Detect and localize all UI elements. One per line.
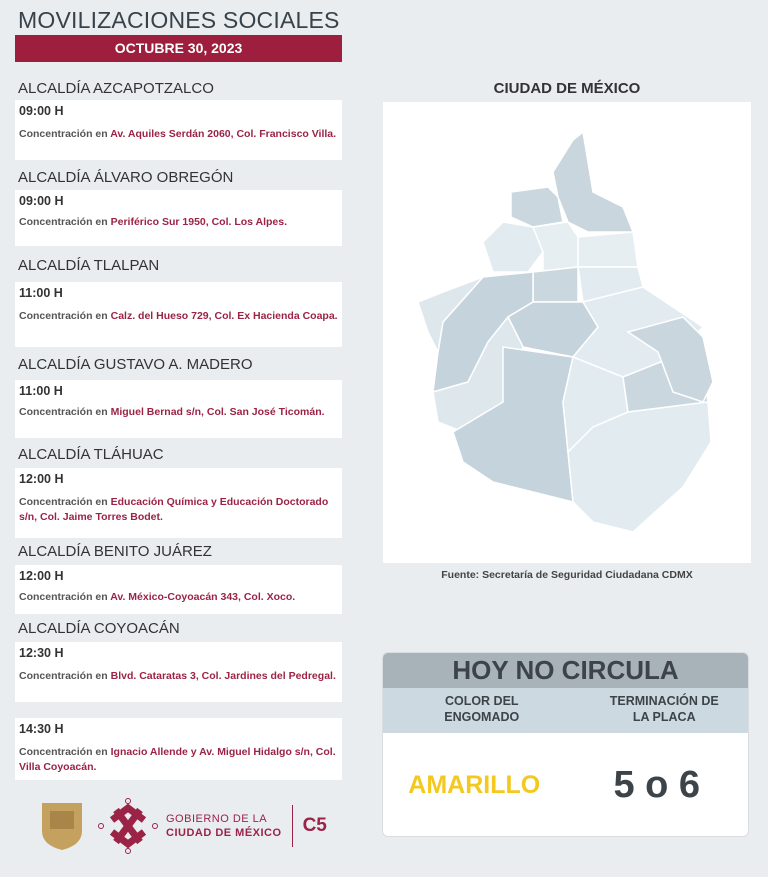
hnc-col-color: COLOR DEL ENGOMADO xyxy=(444,694,520,724)
event-time: 12:00 H xyxy=(19,472,64,486)
event-card: 14:30 H Concentración en Ignacio Allende… xyxy=(15,718,342,780)
event-description: Concentración en Calz. del Hueso 729, Co… xyxy=(19,309,338,324)
event-time: 12:00 H xyxy=(19,569,64,583)
hoy-no-circula-panel: HOY NO CIRCULA COLOR DEL ENGOMADO TERMIN… xyxy=(382,652,749,837)
event-time: 11:00 H xyxy=(19,384,63,398)
page-title: MOVILIZACIONES SOCIALES xyxy=(18,7,340,33)
map-region-ocaa xyxy=(626,316,714,403)
alcaldia-heading: ALCALDÍA TLÁHUAC xyxy=(18,446,164,463)
event-time: 09:00 H xyxy=(19,104,64,118)
event-time: 12:30 H xyxy=(19,646,64,660)
event-description: Concentración en Av. Aquiles Serdán 2060… xyxy=(19,127,338,142)
event-type: Concentración en xyxy=(19,670,108,682)
map-region-bj xyxy=(532,266,579,303)
event-card: 11:00 H Concentración en Calz. del Hueso… xyxy=(15,282,342,347)
alcaldia-heading: ALCALDÍA COYOACÁN xyxy=(18,620,180,637)
alcaldia-heading: ALCALDÍA TLALPAN xyxy=(18,257,160,274)
alcaldia-heading: ALCALDÍA ÁLVARO OBREGÓN xyxy=(18,169,234,186)
alcaldia-heading: ALCALDÍA GUSTAVO A. MADERO xyxy=(18,356,253,373)
hnc-plate-value: 5 o 6 xyxy=(613,763,701,806)
event-card: 12:30 H Concentración en Blvd. Cataratas… xyxy=(15,642,342,702)
event-type: Concentración en xyxy=(19,746,108,758)
event-type: Concentración en xyxy=(19,406,108,418)
event-address: Miguel Bernad s/n, Col. San José Ticomán… xyxy=(110,406,325,418)
map-region-cuajimalpa xyxy=(417,276,484,355)
gobierno-logo-icon xyxy=(98,798,158,854)
gov-line2: CIUDAD DE MÉXICO xyxy=(166,827,282,839)
map-region-milpa-alta xyxy=(567,401,712,533)
event-time: 09:00 H xyxy=(19,194,64,208)
alcaldia-heading: ALCALDÍA AZCAPOTZALCO xyxy=(18,80,214,97)
event-time: 14:30 H xyxy=(19,722,64,736)
footer-logos: GOBIERNO DE LA CIUDAD DE MÉXICO C5 xyxy=(40,798,327,854)
event-address: Periférico Sur 1950, Col. Los Alpes. xyxy=(110,216,288,228)
cdmx-map xyxy=(383,102,751,563)
event-type: Concentración en xyxy=(19,310,108,322)
event-type: Concentración en xyxy=(19,128,108,140)
event-type: Concentración en xyxy=(19,496,108,508)
map-title: CIUDAD DE MÉXICO xyxy=(493,80,641,97)
event-card: 12:00 H Concentración en Av. México-Coyo… xyxy=(15,565,342,614)
event-address: Ignacio Allende y Av. Miguel Hidalgo s/n… xyxy=(19,746,336,773)
event-card: 11:00 H Concentración en Miguel Bernad s… xyxy=(15,380,342,438)
map-region-gam xyxy=(552,130,635,233)
event-address: Blvd. Cataratas 3, Col. Jardines del Ped… xyxy=(110,670,336,682)
hnc-col-plate: TERMINACIÓN DE LA PLACA xyxy=(609,694,719,724)
date-banner: OCTUBRE 30, 2023 xyxy=(15,35,342,62)
event-address: Av. México-Coyoacán 343, Col. Xoco. xyxy=(110,591,296,603)
event-type: Concentración en xyxy=(19,591,108,603)
c5-logo: C5 xyxy=(302,815,327,836)
divider xyxy=(291,805,293,847)
event-description: Concentración en Educación Química y Edu… xyxy=(19,495,338,525)
event-time: 11:00 H xyxy=(19,286,63,300)
event-description: Concentración en Blvd. Cataratas 3, Col.… xyxy=(19,669,338,684)
event-card: 12:00 H Concentración en Educación Quími… xyxy=(15,468,342,538)
event-description: Concentración en Ignacio Allende y Av. M… xyxy=(19,745,338,775)
gov-line1: GOBIERNO DE LA xyxy=(166,813,268,825)
event-description: Concentración en Miguel Bernad s/n, Col.… xyxy=(19,405,338,420)
map-source: Fuente: Secretaría de Seguridad Ciudadan… xyxy=(441,569,693,581)
event-address: Educación Química y Educación Doctorado … xyxy=(19,496,329,523)
map-region-vc xyxy=(577,231,639,268)
event-description: Concentración en Periférico Sur 1950, Co… xyxy=(19,215,338,230)
event-type: Concentración en xyxy=(19,216,108,228)
event-description: Concentración en Av. México-Coyoacán 343… xyxy=(19,590,338,605)
hnc-title: HOY NO CIRCULA xyxy=(383,653,748,688)
map-region-azcapotzalco xyxy=(510,186,564,228)
hnc-color-value: AMARILLO xyxy=(408,770,541,799)
event-card: 09:00 H Concentración en Periférico Sur … xyxy=(15,190,342,246)
event-address: Calz. del Hueso 729, Col. Ex Hacienda Co… xyxy=(110,310,338,322)
event-address: Av. Aquiles Serdán 2060, Col. Francisco … xyxy=(110,128,337,140)
gobierno-text: GOBIERNO DE LA CIUDAD DE MÉXICO xyxy=(166,812,282,840)
alcaldia-heading: ALCALDÍA BENITO JUÁREZ xyxy=(18,543,212,560)
event-card: 09:00 H Concentración en Av. Aquiles Ser… xyxy=(15,100,342,160)
cdmx-shield-icon xyxy=(42,803,82,850)
